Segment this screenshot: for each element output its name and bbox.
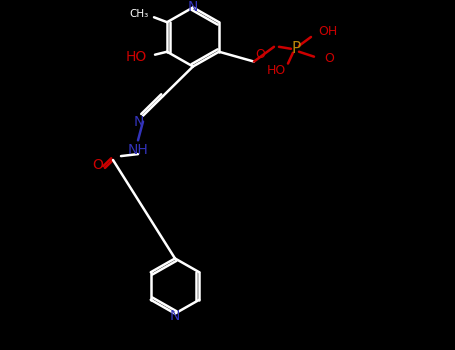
Text: O: O	[324, 52, 334, 65]
Text: CH₃: CH₃	[130, 9, 149, 19]
Text: NH: NH	[127, 143, 148, 157]
Text: O: O	[92, 158, 103, 172]
Text: N: N	[188, 0, 198, 14]
Text: O: O	[255, 48, 265, 61]
Text: HO: HO	[126, 50, 147, 64]
Text: N: N	[170, 309, 180, 323]
Text: P: P	[291, 41, 301, 56]
Text: HO: HO	[267, 64, 286, 77]
Text: OH: OH	[318, 25, 337, 37]
Text: N: N	[134, 114, 144, 128]
